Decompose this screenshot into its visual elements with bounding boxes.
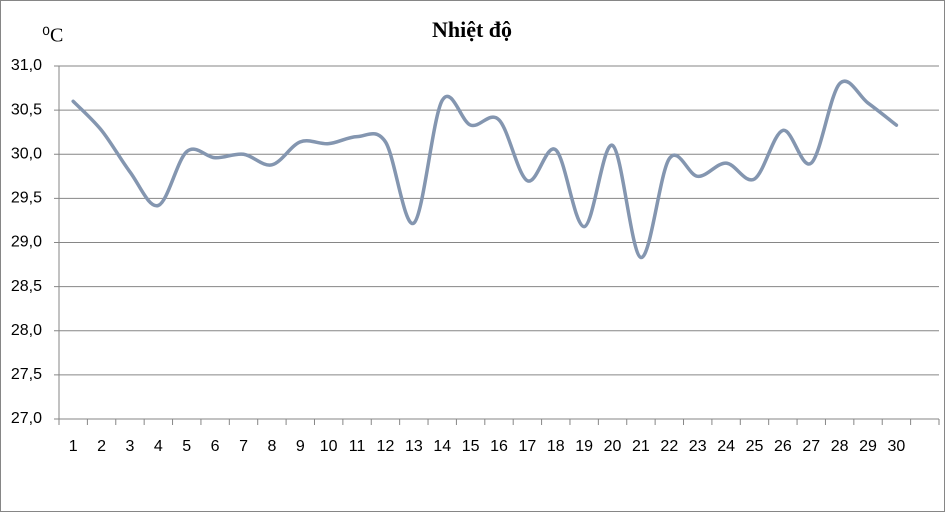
y-tick-label: 31,0 xyxy=(11,57,42,74)
x-tick-label: 23 xyxy=(689,438,707,455)
x-tick-label: 10 xyxy=(320,438,338,455)
x-tick-label: 21 xyxy=(632,438,650,455)
x-tick-label: 19 xyxy=(575,438,593,455)
x-tick-label: 22 xyxy=(660,438,678,455)
chart-title: Nhiệt độ xyxy=(432,17,512,42)
x-tick-label: 5 xyxy=(182,438,191,455)
x-tick-label: 29 xyxy=(859,438,877,455)
x-tick-label: 14 xyxy=(433,438,451,455)
x-tick-label: 12 xyxy=(377,438,395,455)
y-tick-label: 29,0 xyxy=(11,234,42,251)
x-tick-label: 6 xyxy=(211,438,220,455)
x-tick-label: 30 xyxy=(888,438,906,455)
y-tick-label: 30,0 xyxy=(11,145,42,162)
x-tick-label: 1 xyxy=(69,438,78,455)
y-tick-label: 27,0 xyxy=(11,410,42,427)
x-tick-label: 7 xyxy=(239,438,248,455)
x-tick-label: 15 xyxy=(462,438,480,455)
x-tick-label: 3 xyxy=(126,438,135,455)
x-tick-label: 2 xyxy=(97,438,106,455)
x-tick-label: 27 xyxy=(802,438,820,455)
x-tick-label: 11 xyxy=(349,438,366,455)
y-tick-label: 28,0 xyxy=(11,322,42,339)
y-tick-label: 27,5 xyxy=(11,366,42,383)
x-tick-label: 18 xyxy=(547,438,565,455)
x-tick-label: 13 xyxy=(405,438,423,455)
x-tick-label: 16 xyxy=(490,438,508,455)
y-tick-label: 28,5 xyxy=(11,278,42,295)
x-tick-label: 20 xyxy=(604,438,622,455)
x-tick-label: 28 xyxy=(831,438,849,455)
x-tick-label: 26 xyxy=(774,438,792,455)
x-tick-label: 9 xyxy=(296,438,305,455)
x-tick-label: 25 xyxy=(746,438,764,455)
y-axis-label: ⁰C xyxy=(42,25,63,47)
x-tick-label: 8 xyxy=(267,438,276,455)
y-tick-label: 30,5 xyxy=(11,101,42,118)
x-tick-label: 4 xyxy=(154,438,163,455)
y-tick-label: 29,5 xyxy=(11,190,42,207)
x-tick-label: 17 xyxy=(518,438,536,455)
line-series xyxy=(71,79,899,260)
x-tick-label: 24 xyxy=(717,438,735,455)
